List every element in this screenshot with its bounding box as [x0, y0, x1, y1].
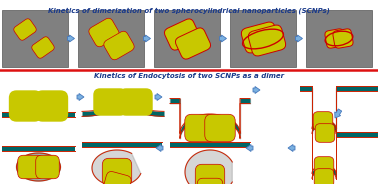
- FancyArrow shape: [288, 144, 295, 151]
- FancyArrow shape: [68, 35, 74, 42]
- FancyBboxPatch shape: [32, 37, 54, 58]
- Text: Kinetics of dimerization of two spherocylindrical nanoparticles (SCNPs): Kinetics of dimerization of two spherocy…: [48, 7, 330, 14]
- FancyBboxPatch shape: [205, 114, 235, 142]
- FancyBboxPatch shape: [9, 90, 42, 122]
- FancyBboxPatch shape: [102, 158, 132, 184]
- FancyArrow shape: [296, 35, 302, 42]
- FancyBboxPatch shape: [314, 169, 334, 184]
- FancyArrow shape: [156, 144, 163, 151]
- FancyArrow shape: [253, 86, 260, 93]
- Bar: [2, 10, 68, 67]
- FancyBboxPatch shape: [103, 171, 131, 184]
- FancyBboxPatch shape: [93, 88, 127, 116]
- FancyBboxPatch shape: [36, 155, 59, 179]
- FancyBboxPatch shape: [315, 124, 335, 142]
- Polygon shape: [185, 150, 232, 184]
- FancyBboxPatch shape: [104, 31, 134, 60]
- FancyArrow shape: [77, 93, 84, 100]
- FancyBboxPatch shape: [248, 25, 286, 56]
- FancyArrow shape: [155, 93, 162, 100]
- Bar: [230, 10, 296, 67]
- FancyBboxPatch shape: [14, 19, 36, 40]
- FancyArrow shape: [246, 144, 253, 151]
- FancyBboxPatch shape: [89, 18, 119, 47]
- Bar: [78, 10, 144, 67]
- FancyArrow shape: [144, 35, 150, 42]
- FancyArrow shape: [220, 35, 226, 42]
- Bar: [306, 10, 372, 67]
- FancyBboxPatch shape: [314, 157, 334, 175]
- FancyBboxPatch shape: [18, 155, 43, 179]
- FancyBboxPatch shape: [333, 29, 353, 48]
- FancyBboxPatch shape: [35, 90, 68, 122]
- Polygon shape: [17, 153, 60, 181]
- Bar: [154, 10, 220, 67]
- FancyBboxPatch shape: [175, 28, 211, 59]
- FancyBboxPatch shape: [185, 114, 215, 142]
- Polygon shape: [17, 153, 60, 181]
- FancyBboxPatch shape: [241, 22, 279, 53]
- FancyBboxPatch shape: [164, 19, 200, 50]
- FancyBboxPatch shape: [119, 88, 153, 116]
- FancyBboxPatch shape: [313, 112, 333, 130]
- Polygon shape: [92, 150, 141, 184]
- FancyBboxPatch shape: [325, 29, 345, 48]
- FancyBboxPatch shape: [197, 178, 223, 184]
- FancyBboxPatch shape: [195, 164, 225, 184]
- FancyArrow shape: [335, 109, 342, 118]
- Text: Kinetics of Endocytosis of two SCNPs as a dimer: Kinetics of Endocytosis of two SCNPs as …: [94, 73, 284, 79]
